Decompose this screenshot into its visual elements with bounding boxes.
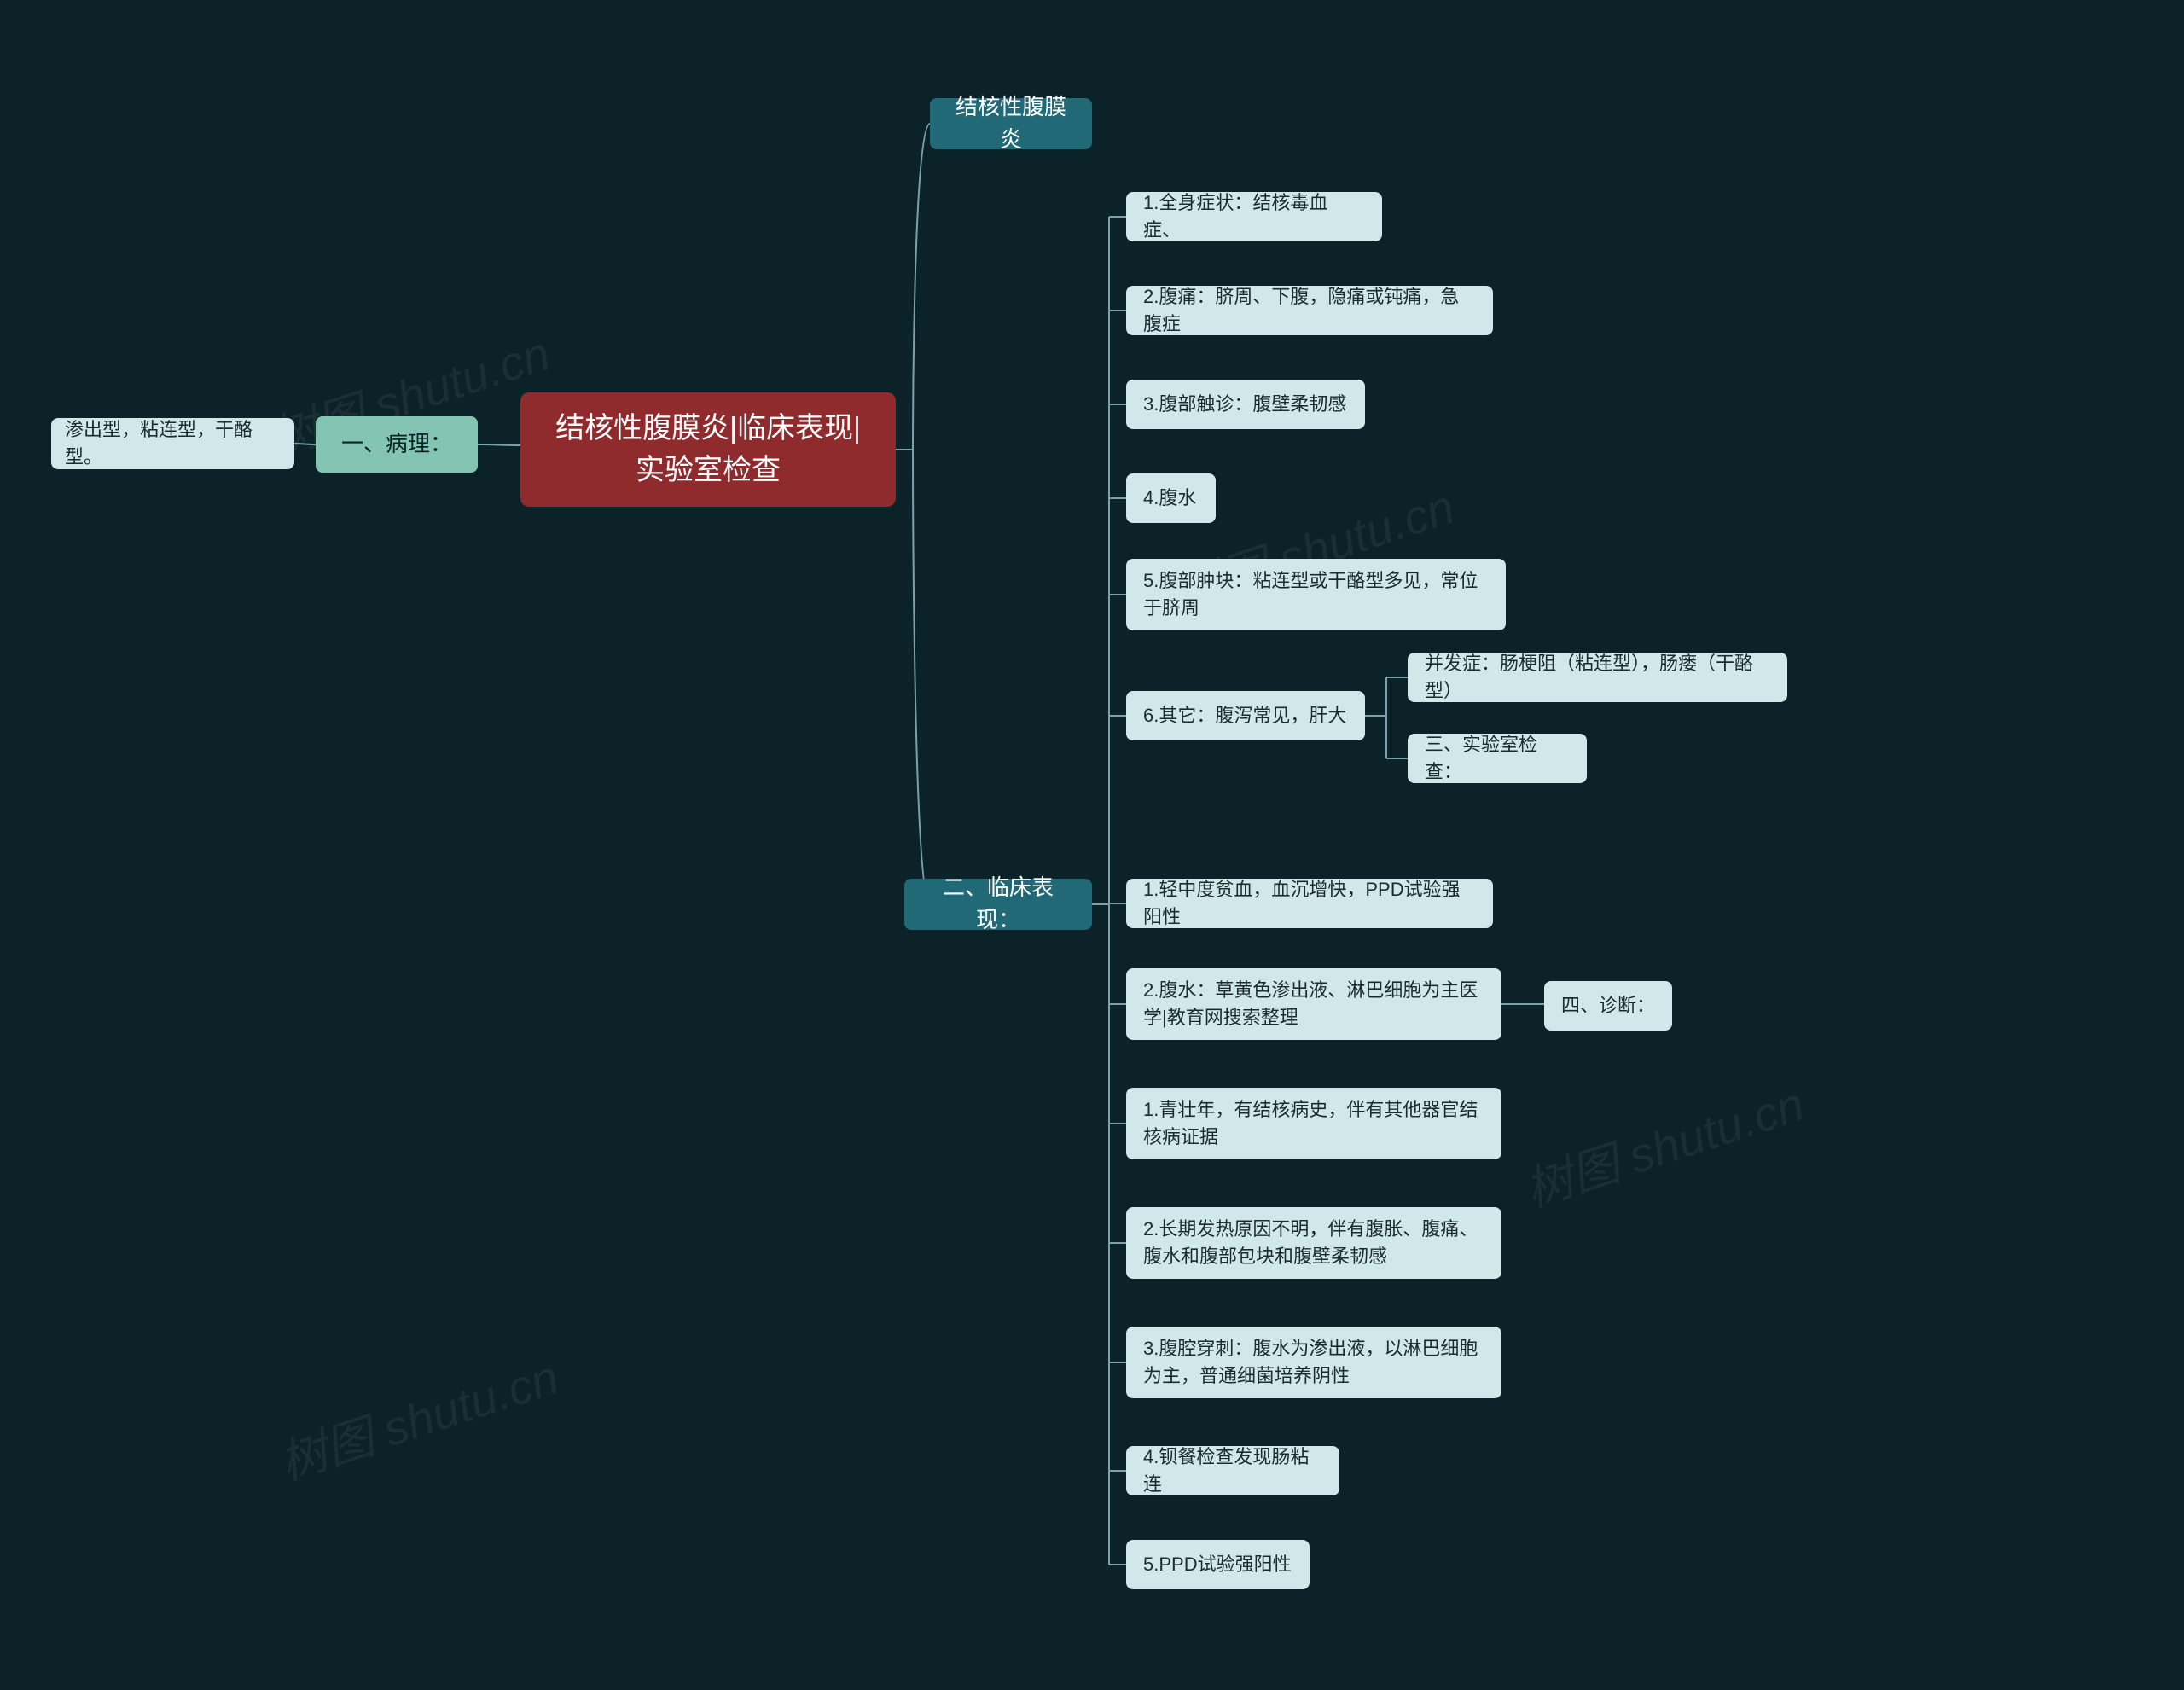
watermark: 树图 shutu.cn xyxy=(270,1339,566,1495)
leaf-label: 四、诊断： xyxy=(1561,992,1655,1019)
leaf-systemic-symptoms[interactable]: 1.全身症状：结核毒血症、 xyxy=(1126,192,1382,241)
branch-cm-label: 二、临床表现： xyxy=(923,872,1073,936)
leaf-ppd-strong-positive[interactable]: 5.PPD试验强阳性 xyxy=(1126,1540,1310,1589)
watermark: 树图 shutu.cn xyxy=(1515,1066,1812,1222)
leaf-label: 并发症：肠梗阻（粘连型），肠瘘（干酪型） xyxy=(1425,650,1770,705)
branch-tuberculous-peritonitis[interactable]: 结核性腹膜炎 xyxy=(930,98,1092,149)
leaf-label: 3.腹腔穿刺：腹水为渗出液，以淋巴细胞为主，普通细菌培养阴性 xyxy=(1143,1335,1484,1390)
leaf-prolonged-fever[interactable]: 2.长期发热原因不明，伴有腹胀、腹痛、腹水和腹部包块和腹壁柔韧感 xyxy=(1126,1207,1502,1279)
leaf-label: 2.长期发热原因不明，伴有腹胀、腹痛、腹水和腹部包块和腹壁柔韧感 xyxy=(1143,1216,1484,1270)
leaf-abdominal-palpation[interactable]: 3.腹部触诊：腹壁柔韧感 xyxy=(1126,380,1365,429)
leaf-abdominal-pain[interactable]: 2.腹痛：脐周、下腹，隐痛或钝痛，急腹症 xyxy=(1126,286,1493,335)
leaf-label: 1.青壮年，有结核病史，伴有其他器官结核病证据 xyxy=(1143,1096,1484,1151)
leaf-others[interactable]: 6.其它：腹泻常见，肝大 xyxy=(1126,691,1365,740)
leaf-label: 1.全身症状：结核毒血症、 xyxy=(1143,189,1365,244)
leaf-label: 2.腹痛：脐周、下腹，隐痛或钝痛，急腹症 xyxy=(1143,283,1476,338)
branch-tp-label: 结核性腹膜炎 xyxy=(949,91,1073,155)
leaf-label: 5.腹部肿块：粘连型或干酪型多见，常位于脐周 xyxy=(1143,567,1489,622)
leaf-label: 6.其它：腹泻常见，肝大 xyxy=(1143,702,1346,729)
branch-clinical-manifestations[interactable]: 二、临床表现： xyxy=(904,879,1092,930)
leaf-pathology-types[interactable]: 渗出型，粘连型，干酪型。 xyxy=(51,418,294,469)
leaf-label: 三、实验室检查： xyxy=(1425,731,1570,786)
leaf-ascites[interactable]: 4.腹水 xyxy=(1126,473,1216,523)
leaf-pathology-types-label: 渗出型，粘连型，干酪型。 xyxy=(65,416,281,471)
leaf-label: 5.PPD试验强阳性 xyxy=(1143,1551,1292,1578)
leaf-lab-tests-heading[interactable]: 三、实验室检查： xyxy=(1408,734,1587,783)
leaf-label: 4.钡餐检查发现肠粘连 xyxy=(1143,1443,1322,1498)
leaf-paracentesis[interactable]: 3.腹腔穿刺：腹水为渗出液，以淋巴细胞为主，普通细菌培养阴性 xyxy=(1126,1327,1502,1398)
leaf-label: 4.腹水 xyxy=(1143,485,1196,512)
root-label: 结核性腹膜炎|临床表现|实验室检查 xyxy=(544,408,872,492)
branch-pathology[interactable]: 一、病理： xyxy=(316,416,478,473)
leaf-diagnosis-heading[interactable]: 四、诊断： xyxy=(1544,981,1672,1031)
branch-pathology-label: 一、病理： xyxy=(341,428,452,461)
leaf-complications[interactable]: 并发症：肠梗阻（粘连型），肠瘘（干酪型） xyxy=(1408,653,1787,702)
leaf-abdominal-mass[interactable]: 5.腹部肿块：粘连型或干酪型多见，常位于脐周 xyxy=(1126,559,1506,630)
leaf-label: 1.轻中度贫血，血沉增快，PPD试验强阳性 xyxy=(1143,876,1476,931)
leaf-ascites-exudate[interactable]: 2.腹水：草黄色渗出液、淋巴细胞为主医学|教育网搜索整理 xyxy=(1126,968,1502,1040)
leaf-young-adults-history[interactable]: 1.青壮年，有结核病史，伴有其他器官结核病证据 xyxy=(1126,1088,1502,1159)
leaf-anemia-esr-ppd[interactable]: 1.轻中度贫血，血沉增快，PPD试验强阳性 xyxy=(1126,879,1493,928)
leaf-barium-meal[interactable]: 4.钡餐检查发现肠粘连 xyxy=(1126,1446,1339,1495)
mindmap-root[interactable]: 结核性腹膜炎|临床表现|实验室检查 xyxy=(520,392,896,507)
leaf-label: 3.腹部触诊：腹壁柔韧感 xyxy=(1143,391,1346,418)
connector-layer xyxy=(0,0,2184,1690)
leaf-label: 2.腹水：草黄色渗出液、淋巴细胞为主医学|教育网搜索整理 xyxy=(1143,977,1484,1031)
